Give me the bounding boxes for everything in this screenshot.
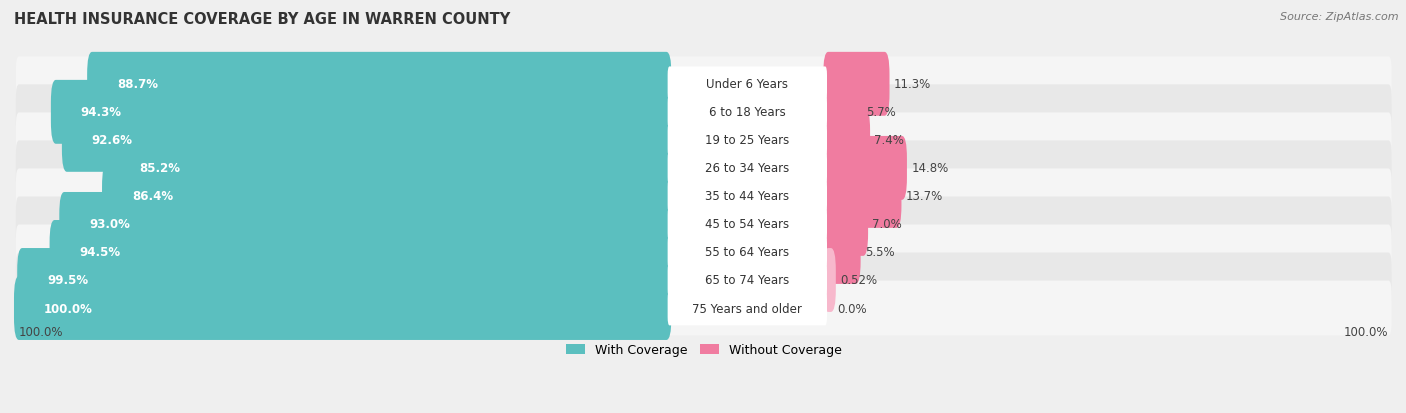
Text: 7.4%: 7.4%	[875, 134, 904, 147]
Text: 13.7%: 13.7%	[905, 190, 943, 203]
Text: HEALTH INSURANCE COVERAGE BY AGE IN WARREN COUNTY: HEALTH INSURANCE COVERAGE BY AGE IN WARR…	[14, 12, 510, 27]
FancyBboxPatch shape	[15, 225, 1392, 280]
FancyBboxPatch shape	[668, 235, 827, 270]
FancyBboxPatch shape	[668, 95, 827, 130]
FancyBboxPatch shape	[15, 57, 1392, 112]
Text: 26 to 34 Years: 26 to 34 Years	[706, 162, 789, 175]
Text: 85.2%: 85.2%	[139, 162, 181, 175]
FancyBboxPatch shape	[824, 221, 860, 284]
FancyBboxPatch shape	[15, 113, 1392, 168]
Text: 100.0%: 100.0%	[18, 325, 63, 339]
FancyBboxPatch shape	[668, 179, 827, 214]
Text: 93.0%: 93.0%	[89, 218, 131, 231]
Text: 75 Years and older: 75 Years and older	[692, 302, 803, 315]
Text: 7.0%: 7.0%	[873, 218, 903, 231]
Text: 94.3%: 94.3%	[80, 106, 122, 119]
FancyBboxPatch shape	[59, 192, 672, 256]
Text: Source: ZipAtlas.com: Source: ZipAtlas.com	[1281, 12, 1399, 22]
FancyBboxPatch shape	[668, 263, 827, 298]
Text: 6 to 18 Years: 6 to 18 Years	[709, 106, 786, 119]
FancyBboxPatch shape	[824, 109, 870, 172]
FancyBboxPatch shape	[824, 81, 862, 145]
Text: 14.8%: 14.8%	[911, 162, 949, 175]
Text: 94.5%: 94.5%	[80, 246, 121, 259]
FancyBboxPatch shape	[668, 291, 827, 325]
Text: 88.7%: 88.7%	[117, 78, 157, 91]
Text: 65 to 74 Years: 65 to 74 Years	[706, 274, 789, 287]
Text: 0.52%: 0.52%	[841, 274, 877, 287]
Text: 11.3%: 11.3%	[894, 78, 931, 91]
FancyBboxPatch shape	[103, 164, 672, 228]
Text: 99.5%: 99.5%	[46, 274, 89, 287]
FancyBboxPatch shape	[17, 249, 672, 312]
FancyBboxPatch shape	[824, 192, 868, 256]
Text: 92.6%: 92.6%	[91, 134, 132, 147]
FancyBboxPatch shape	[668, 123, 827, 158]
FancyBboxPatch shape	[14, 276, 672, 340]
Text: 45 to 54 Years: 45 to 54 Years	[706, 218, 789, 231]
FancyBboxPatch shape	[668, 151, 827, 186]
FancyBboxPatch shape	[668, 207, 827, 242]
FancyBboxPatch shape	[62, 109, 672, 172]
Text: 86.4%: 86.4%	[132, 190, 173, 203]
Text: 100.0%: 100.0%	[44, 302, 93, 315]
Legend: With Coverage, Without Coverage: With Coverage, Without Coverage	[561, 338, 846, 361]
FancyBboxPatch shape	[15, 85, 1392, 140]
FancyBboxPatch shape	[668, 67, 827, 102]
Text: 0.0%: 0.0%	[838, 302, 868, 315]
FancyBboxPatch shape	[51, 81, 672, 145]
FancyBboxPatch shape	[15, 281, 1392, 336]
FancyBboxPatch shape	[87, 53, 672, 116]
Text: 100.0%: 100.0%	[1344, 325, 1389, 339]
FancyBboxPatch shape	[15, 253, 1392, 308]
FancyBboxPatch shape	[824, 53, 890, 116]
FancyBboxPatch shape	[15, 141, 1392, 196]
FancyBboxPatch shape	[15, 169, 1392, 224]
FancyBboxPatch shape	[15, 197, 1392, 252]
Text: 5.5%: 5.5%	[865, 246, 894, 259]
FancyBboxPatch shape	[110, 137, 672, 200]
Text: 35 to 44 Years: 35 to 44 Years	[706, 190, 789, 203]
FancyBboxPatch shape	[824, 137, 907, 200]
Text: 5.7%: 5.7%	[866, 106, 896, 119]
Text: 19 to 25 Years: 19 to 25 Years	[706, 134, 789, 147]
FancyBboxPatch shape	[824, 249, 835, 312]
Text: 55 to 64 Years: 55 to 64 Years	[706, 246, 789, 259]
Text: Under 6 Years: Under 6 Years	[706, 78, 789, 91]
FancyBboxPatch shape	[49, 221, 672, 284]
FancyBboxPatch shape	[824, 164, 901, 228]
